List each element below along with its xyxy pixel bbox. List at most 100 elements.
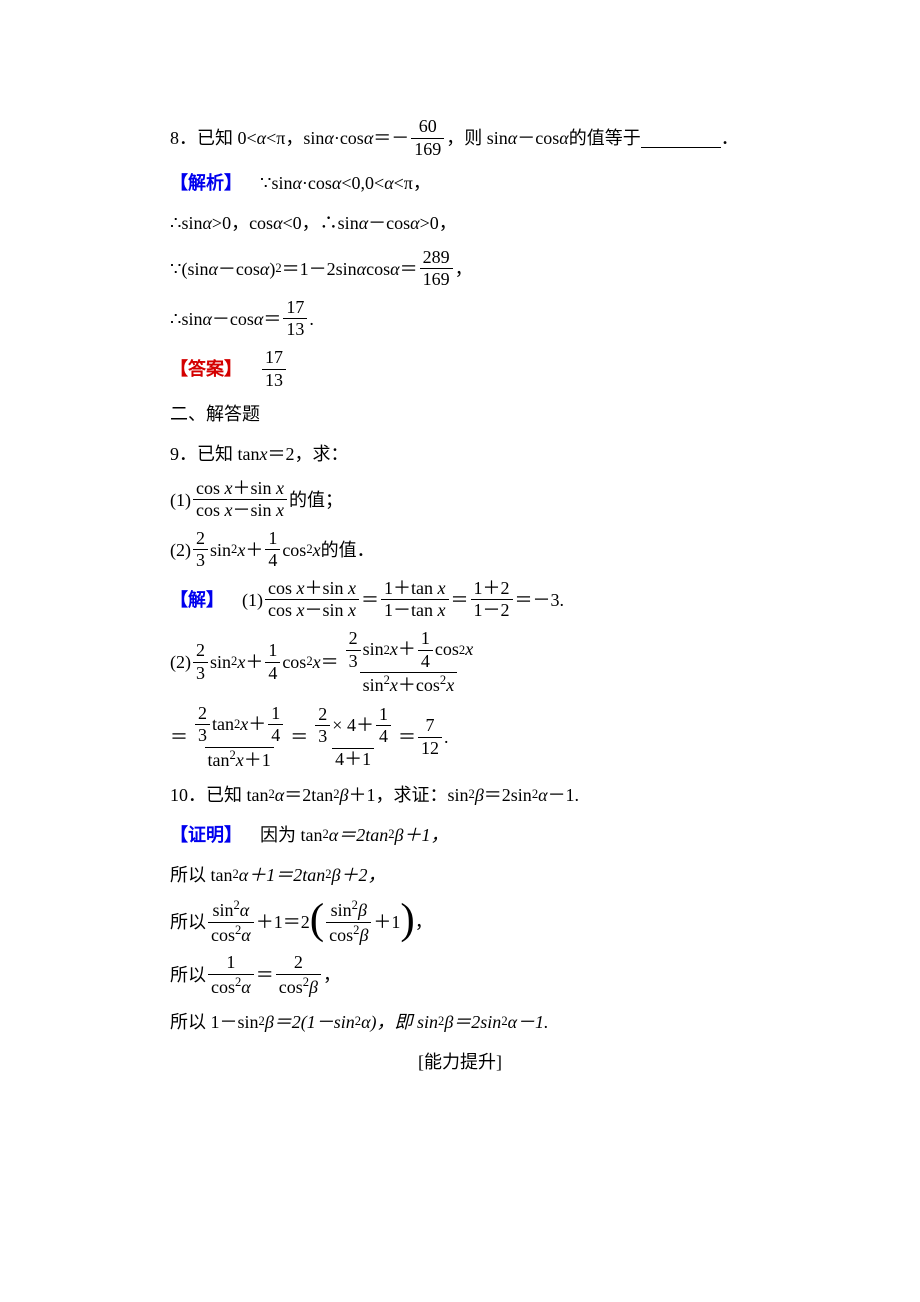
numer: 1＋2 <box>471 578 513 600</box>
label-solution: 【解】 <box>170 583 224 617</box>
text: ＋1 <box>373 905 400 939</box>
alpha: α <box>364 121 373 155</box>
text: β＋1， <box>395 818 449 852</box>
fraction: 289169 <box>420 247 453 291</box>
text: ＝ <box>290 720 308 754</box>
label-proof: 【证明】 <box>170 818 242 852</box>
denom: 169 <box>411 138 444 161</box>
text: cos <box>366 252 390 286</box>
numer: 23sin2x＋14cos2x <box>341 628 477 672</box>
numer: 17 <box>283 297 307 319</box>
text: <π， <box>394 166 431 200</box>
text: ＝ <box>263 302 281 336</box>
text: ＝－3. <box>515 583 565 617</box>
text: －cos <box>517 121 559 155</box>
text: ＝ <box>400 252 418 286</box>
denom: 3 <box>193 549 208 572</box>
text: ＝ <box>170 720 188 754</box>
alpha: α <box>292 166 301 200</box>
q9-prompt: 9．已知 tan x＝2，求： <box>170 437 750 471</box>
text: 的值等于 <box>569 121 641 155</box>
text: cos <box>282 645 306 679</box>
a: α <box>208 252 217 286</box>
big-fraction: 23tan2x＋14 tan2x＋1 <box>190 703 288 772</box>
text: >0，cos <box>212 206 273 240</box>
text: β＝2sin <box>444 1005 501 1039</box>
fraction: 23 <box>193 640 208 684</box>
fraction: 14 <box>265 528 280 572</box>
text: ＋ <box>245 533 263 567</box>
a: α <box>538 778 547 812</box>
fraction: cos x＋sin x cos x－sin x <box>193 478 287 522</box>
denom: 4 <box>265 549 280 572</box>
d: 3 <box>193 662 208 685</box>
section-2-heading: 二、解答题 <box>170 397 750 431</box>
text: ·cos <box>302 166 332 200</box>
denom: cos x－sin x <box>196 500 284 520</box>
text: (2) <box>170 645 191 679</box>
denom: 13 <box>283 318 307 341</box>
a: α <box>254 302 263 336</box>
text: sin <box>210 645 231 679</box>
text: ＋1＝2 <box>256 905 310 939</box>
fraction: 1＋21－2 <box>471 578 513 622</box>
text: 9．已知 tan <box>170 437 260 471</box>
text: ＝ <box>361 583 379 617</box>
q9-part2: (2) 23sin2x＋ 14cos2x 的值． <box>170 528 750 572</box>
a: α <box>202 206 211 240</box>
x: x <box>313 645 321 679</box>
q10-proof-1: 【证明】 因为 tan2α＝2tan2β＋1， <box>170 818 750 852</box>
text: sin <box>210 533 231 567</box>
fraction: 1713 <box>283 297 307 341</box>
denom: cos2β <box>326 922 371 947</box>
numer: 1 <box>223 952 238 974</box>
text: 的值． <box>321 533 375 567</box>
text: ， <box>323 958 341 992</box>
text: ∴sin <box>170 302 202 336</box>
text: <0,0< <box>341 166 384 200</box>
a: α <box>359 206 368 240</box>
x: x <box>237 645 245 679</box>
fraction: 712 <box>418 715 442 759</box>
numer: 289 <box>420 247 453 269</box>
big-fraction: 23 × 4＋14 4＋1 <box>310 704 396 771</box>
label-answer: 【答案】 <box>170 352 242 386</box>
text: 所以 <box>170 958 206 992</box>
q10-proof-2: 所以 tan2α＋1＝2tan2β＋2， <box>170 858 750 892</box>
text: ＝－ <box>373 121 409 155</box>
text: ． <box>721 121 739 155</box>
fraction: 1＋tan x 1－tan x <box>381 578 449 622</box>
numer: cos x＋sin x <box>196 478 284 498</box>
text: (1) <box>242 583 263 617</box>
denom: 169 <box>420 268 453 291</box>
alpha: α <box>324 121 333 155</box>
numer: 2 <box>291 952 306 974</box>
denom: cos2α <box>208 922 254 947</box>
q9-sol2-line1: (2) 23sin2x＋ 14cos2x＝ 23sin2x＋14cos2x si… <box>170 628 750 697</box>
b: β <box>475 778 484 812</box>
fraction: cos x＋sin x cos x－sin x <box>265 578 359 622</box>
text: －1. <box>548 778 580 812</box>
label-analysis: 【解析】 <box>170 166 242 200</box>
text: α＋1＝2tan <box>239 858 325 892</box>
footer-heading: [能力提升] <box>170 1045 750 1079</box>
text: ＝2sin <box>484 778 532 812</box>
text: 所以 <box>170 905 206 939</box>
denom: 1－tan x <box>381 599 449 622</box>
a: α <box>273 206 282 240</box>
numer: sin2α <box>209 898 252 922</box>
x: x <box>313 533 321 567</box>
numer: 1＋tan x <box>381 578 449 600</box>
q8-analysis-2: ∴sin α>0，cos α<0，∴sin α－cos α>0， <box>170 206 750 240</box>
text: . <box>309 302 314 336</box>
text: α＝2tan <box>329 818 388 852</box>
fraction: sin2α cos2α <box>208 898 254 946</box>
fraction: 1 cos2α <box>208 952 254 998</box>
text: 因为 tan <box>260 818 323 852</box>
x: x <box>237 533 245 567</box>
text: ＝2tan <box>284 778 333 812</box>
text: β＋2， <box>332 858 386 892</box>
text: α)，即 sin <box>361 1005 438 1039</box>
denom: tan2x＋1 <box>205 747 274 772</box>
alpha: α <box>257 121 266 155</box>
